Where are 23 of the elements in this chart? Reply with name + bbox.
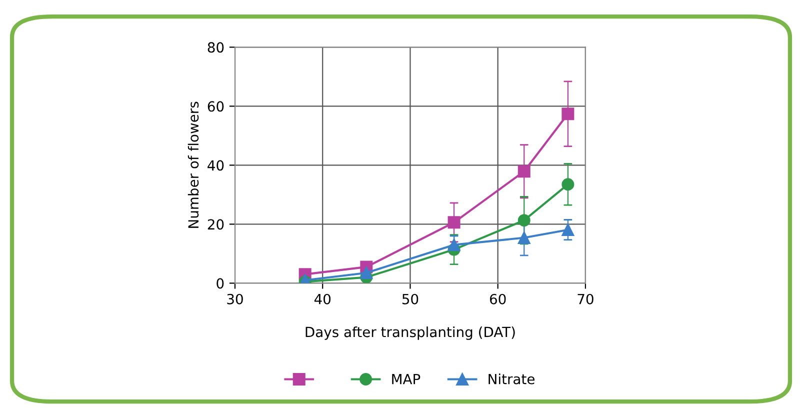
x-tick-label: 40 [314, 294, 331, 304]
y-axis-title: Number of flowers [188, 102, 199, 228]
x-tick-label: 60 [490, 294, 506, 304]
point [518, 232, 530, 244]
point [562, 108, 574, 120]
y-tick-label: 80 [208, 42, 224, 53]
point [518, 165, 530, 178]
x-tick-label: 30 [227, 294, 243, 304]
point [448, 238, 460, 252]
legend-label: Nitrate [488, 374, 534, 384]
x-axis-title: Days after transplanting (DAT) [306, 326, 515, 340]
y-tick-label: 0 [216, 278, 224, 289]
y-tick-label: 60 [208, 101, 224, 112]
legend-label: MAP [392, 374, 420, 384]
y-tick-label: 20 [208, 219, 224, 230]
point [518, 214, 530, 227]
x-tick-label: 70 [578, 294, 594, 304]
point [562, 178, 574, 191]
point [360, 266, 373, 280]
y-tick-label: 40 [208, 160, 224, 171]
point [562, 224, 574, 236]
x-tick-label: 50 [402, 294, 418, 304]
point [448, 216, 460, 229]
